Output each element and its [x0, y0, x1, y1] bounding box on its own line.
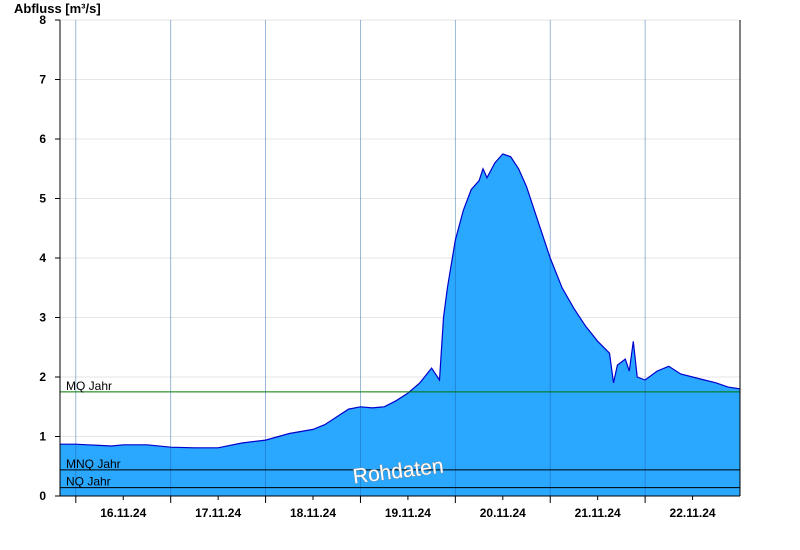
x-tick-label: 18.11.24: [290, 506, 336, 520]
y-tick-label: 7: [39, 73, 46, 87]
discharge-line: [60, 153, 741, 449]
y-tick-label: 3: [39, 311, 46, 325]
y-tick-label: 0: [39, 489, 46, 503]
x-tick-label: 20.11.24: [480, 506, 526, 520]
x-tick-label: 16.11.24: [100, 506, 146, 520]
y-tick-label: 4: [39, 251, 46, 265]
discharge-area: [60, 153, 740, 496]
y-tick-label: 8: [39, 13, 46, 27]
y-axis-ticks: 0 1 2 3 4 5 6 7 8: [39, 13, 60, 503]
x-tick-label: 21.11.24: [575, 506, 621, 520]
reference-line-label: NQ Jahr: [66, 475, 111, 489]
x-tick-label: 17.11.24: [195, 506, 241, 520]
grid-lines: [60, 19, 740, 437]
x-tick-label: 22.11.24: [670, 506, 716, 520]
y-tick-label: 2: [39, 370, 46, 384]
reference-line-label: MNQ Jahr: [66, 457, 121, 471]
x-axis-ticks: 16.11.24 17.11.24 18.11.24 19.11.24 20.11.24…: [75, 496, 716, 520]
y-axis-label: Abfluss [m³/s]: [14, 1, 101, 16]
y-tick-label: 6: [39, 132, 46, 146]
y-tick-label: 5: [39, 192, 46, 206]
reference-line-label: MQ Jahr: [66, 379, 112, 393]
reference-lines: MQ Jahr MNQ Jahr NQ Jahr: [60, 379, 740, 489]
x-tick-label: 19.11.24: [385, 506, 431, 520]
y-tick-label: 1: [39, 430, 46, 444]
